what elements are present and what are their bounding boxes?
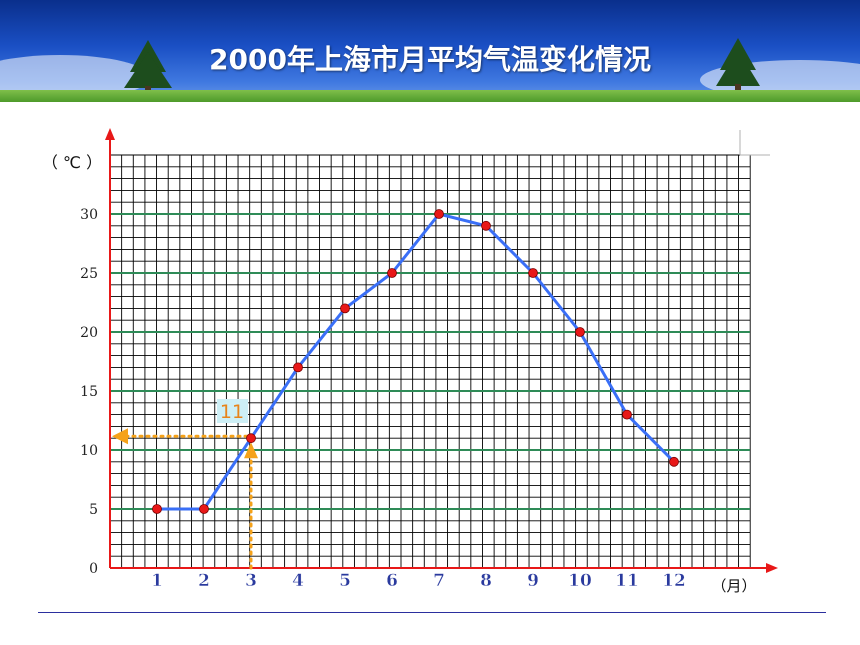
data-point xyxy=(152,504,162,514)
y-tick-label: 30 xyxy=(80,207,98,223)
annotation-label-bg xyxy=(217,399,248,423)
data-point xyxy=(293,362,303,373)
x-axis-arrow-icon xyxy=(766,563,778,573)
y-axis-arrow-icon xyxy=(105,128,115,140)
data-point xyxy=(340,303,350,314)
x-tick-label: 10 xyxy=(568,571,592,591)
x-tick-label: 4 xyxy=(292,571,304,591)
series-line xyxy=(157,212,676,511)
y-tick-label: 10 xyxy=(80,443,98,459)
data-point xyxy=(199,504,209,514)
data-point xyxy=(434,209,444,219)
bottom-divider xyxy=(38,612,826,613)
x-tick-label: 11 xyxy=(615,571,639,591)
data-point xyxy=(528,268,538,278)
y-axis-title: （ ℃ ） xyxy=(42,153,102,172)
x-tick-label: 8 xyxy=(480,571,492,591)
data-point xyxy=(246,433,256,444)
x-tick-label: 1 xyxy=(151,571,163,591)
annotation-label: 11 xyxy=(220,401,244,423)
title-banner: 2000年上海市月平均气温变化情况 xyxy=(0,0,860,102)
y-tick-label: 5 xyxy=(89,502,98,518)
x-tick-label: 5 xyxy=(339,571,351,591)
x-tick-label: 9 xyxy=(527,571,539,591)
guide-left-arrow-icon xyxy=(112,428,128,445)
y-tick-label: 15 xyxy=(80,384,98,400)
data-point xyxy=(669,456,679,467)
data-point xyxy=(387,268,397,278)
guide-up-arrow-icon xyxy=(244,442,258,459)
y-tick-label: 25 xyxy=(80,266,98,282)
data-point xyxy=(622,409,632,420)
data-point xyxy=(575,327,585,337)
x-tick-label: 3 xyxy=(245,571,257,591)
data-point xyxy=(481,220,491,231)
y-tick-label: 0 xyxy=(89,561,98,577)
page-title: 2000年上海市月平均气温变化情况 xyxy=(209,43,651,76)
grass-strip xyxy=(0,90,860,102)
x-tick-label: 7 xyxy=(433,571,445,591)
tree-decorations xyxy=(124,38,760,96)
x-axis-title: （月） xyxy=(711,577,756,595)
x-tick-label: 2 xyxy=(198,571,210,591)
x-tick-label: 6 xyxy=(386,571,398,591)
y-tick-label: 20 xyxy=(80,325,98,341)
x-tick-label: 12 xyxy=(662,571,686,591)
